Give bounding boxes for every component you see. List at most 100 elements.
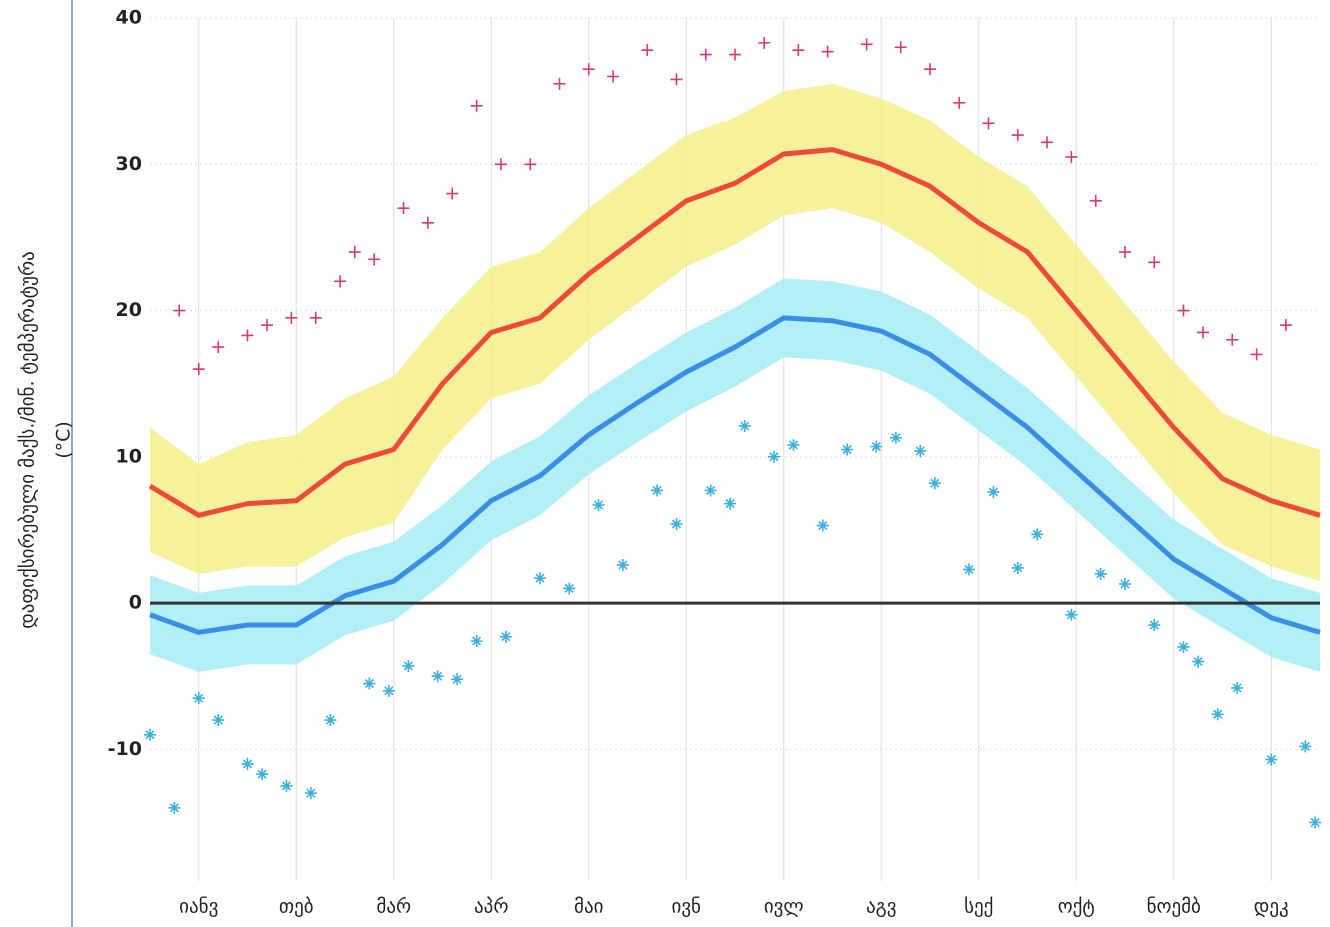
record-point [446,187,459,200]
record-point [499,630,512,643]
record-point [470,635,483,648]
record-point [768,450,780,463]
record-point [1231,681,1244,694]
record-point [792,44,805,57]
record-point [860,38,873,51]
x-tick-label: ივლ [764,896,804,918]
record-point [212,714,225,727]
y-axis-title: დაფიქსირებული მაქს./მინ. ტემპერატურა (°C… [17,251,75,629]
record-point [1094,567,1107,580]
record-point [534,572,546,585]
record-point [256,768,269,781]
record-point [889,431,902,444]
y-tick-label: 20 [116,299,142,321]
record-point [324,714,337,727]
record-point [397,202,410,215]
x-tick-label: იანვ [179,896,218,918]
record-point [431,670,444,683]
record-point [914,444,927,457]
record-point [670,73,683,86]
record-point [1226,333,1239,346]
record-point [241,329,254,342]
record-point [787,439,800,452]
record-point [1192,655,1205,668]
record-point [1309,816,1322,829]
record-point [348,246,361,259]
x-tick-label: ოქტ [1058,896,1095,918]
record-point [1119,578,1131,591]
record-point [470,99,483,112]
band [150,83,1320,582]
x-tick-label: ივნ [671,896,701,918]
x-tick-label: დეკ [1254,896,1289,918]
record-point [816,519,829,532]
record-point [285,311,298,324]
record-point [280,779,293,792]
record-point [758,36,771,49]
record-point [982,117,995,130]
y-tick-label: 10 [116,445,142,467]
record-point [1250,348,1263,361]
record-point [1177,640,1190,653]
record-point [699,48,712,61]
record-point [870,440,883,453]
record-point [1197,326,1209,339]
record-point [724,497,737,510]
record-point [192,363,205,376]
y-tick-label: 30 [116,153,142,175]
y-axis-label: დაფიქსირებული მაქს./მინ. ტემპერატურა [17,251,39,629]
record-point [924,63,936,76]
record-point [144,728,156,741]
record-point [1065,150,1078,163]
record-point [641,44,654,57]
x-tick-label: სექ [964,896,993,918]
mean-line [148,147,1321,518]
y-tick-label: 40 [116,7,142,29]
x-tick-label: ნოემბ [1147,896,1201,918]
record-point [1279,319,1292,332]
record-point [304,787,317,800]
band [150,278,1320,672]
record-point [1299,740,1312,753]
record-point [495,158,507,171]
record-point [524,158,537,171]
x-tick-label: აპრ [474,896,508,918]
record-point [1148,256,1161,269]
y-tick-label: -10 [108,738,142,760]
record-point [582,63,595,76]
record-point [241,757,254,770]
x-tick-label: მარ [376,896,411,918]
record-point [821,45,834,58]
record-point [563,582,576,595]
record-point [168,801,181,814]
mean-line [149,315,1321,635]
record-point [1031,528,1044,541]
record-point [1265,753,1278,766]
y-tick-label: 0 [129,592,142,614]
record-point [670,518,683,531]
record-point [1041,136,1053,149]
record-point [309,311,322,324]
record-point [738,420,751,433]
record-point [953,96,966,109]
record-point [616,559,629,572]
record-point [1119,246,1131,259]
record-point [192,692,205,705]
record-point [173,304,186,317]
record-point [368,253,381,266]
record-point [592,499,605,512]
record-point [1089,194,1102,207]
record-point [928,477,941,490]
record-point [1148,619,1161,632]
record-point [963,563,975,576]
x-tick-label: თებ [279,896,314,918]
record-point [651,484,663,497]
record-point [1177,304,1190,317]
record-point [894,41,907,54]
record-point [987,485,1000,498]
record-point [1211,708,1224,721]
record-point [729,48,741,61]
record-point [704,484,717,497]
